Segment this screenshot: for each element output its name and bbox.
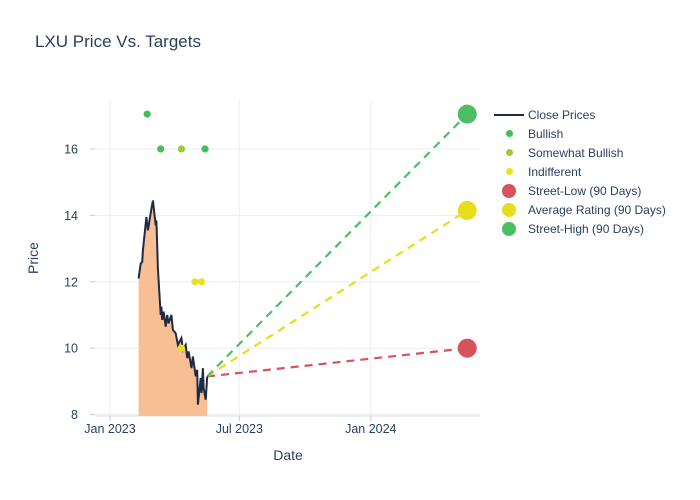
x-tick-label: Jan 2023 [84, 422, 135, 436]
legend-dot-swatch-icon [490, 130, 528, 137]
legend-dot-swatch-icon [490, 221, 528, 236]
chart-title: LXU Price Vs. Targets [35, 32, 201, 51]
legend-dot-swatch-icon [490, 202, 528, 217]
legend-dot-swatch-icon [490, 149, 528, 156]
x-axis-title: Date [273, 447, 303, 463]
legend-item-bullish[interactable]: Bullish [490, 124, 666, 143]
legend: Close Prices Bullish Somewhat Bullish Indif… [490, 105, 666, 238]
legend-item-label: Indifferent [528, 164, 582, 179]
rating-point-indifferent[interactable] [191, 278, 199, 286]
rating-point-indifferent[interactable] [177, 344, 186, 352]
x-tick-label: Jan 2024 [345, 422, 396, 436]
rating-point-bullish[interactable] [157, 145, 165, 153]
legend-item-street-high-90-days[interactable]: Street-High (90 Days) [490, 219, 666, 238]
y-tick-label: 8 [71, 408, 78, 422]
legend-item-label: Close Prices [528, 107, 596, 122]
legend-item-indifferent[interactable]: Indifferent [490, 162, 666, 181]
target-dot-average-rating-90-days[interactable] [457, 200, 477, 220]
close-price-line[interactable] [137, 200, 209, 405]
y-tick-label: 14 [64, 209, 78, 223]
x-tick-label: Jul 2023 [216, 422, 263, 436]
legend-item-label: Bullish [528, 126, 564, 141]
rating-point-indifferent[interactable] [197, 278, 206, 286]
legend-dot-swatch-icon [490, 168, 528, 175]
legend-dot-swatch-icon [490, 183, 528, 198]
legend-item-label: Somewhat Bullish [528, 145, 624, 160]
y-tick-label: 12 [64, 275, 78, 289]
legend-item-somewhat-bullish[interactable]: Somewhat Bullish [490, 143, 666, 162]
projection-line-street-low-90-days[interactable] [207, 347, 468, 378]
legend-item-street-low-90-days[interactable]: Street-Low (90 Days) [490, 181, 666, 200]
legend-item-label: Street-Low (90 Days) [528, 183, 642, 198]
target-dot-street-low-90-days[interactable] [457, 338, 477, 358]
legend-item-label: Street-High (90 Days) [528, 221, 645, 236]
legend-line-swatch-icon [490, 113, 528, 116]
y-tick-label: 16 [64, 143, 78, 157]
y-axis-title: Price [25, 242, 41, 274]
legend-item-label: Average Rating (90 Days) [528, 202, 666, 217]
target-dot-street-high-90-days[interactable] [457, 104, 477, 124]
projection-line-average-rating-90-days[interactable] [206, 209, 468, 378]
rating-point-bullish[interactable] [143, 110, 151, 118]
projection-line-street-high-90-days[interactable] [206, 113, 469, 378]
rating-point-bullish[interactable] [201, 145, 209, 153]
y-tick-label: 10 [64, 342, 78, 356]
legend-item-average-rating-90-days[interactable]: Average Rating (90 Days) [490, 200, 666, 219]
rating-point-somewhat-bullish[interactable] [177, 145, 186, 153]
legend-item-close-prices[interactable]: Close Prices [490, 105, 666, 124]
